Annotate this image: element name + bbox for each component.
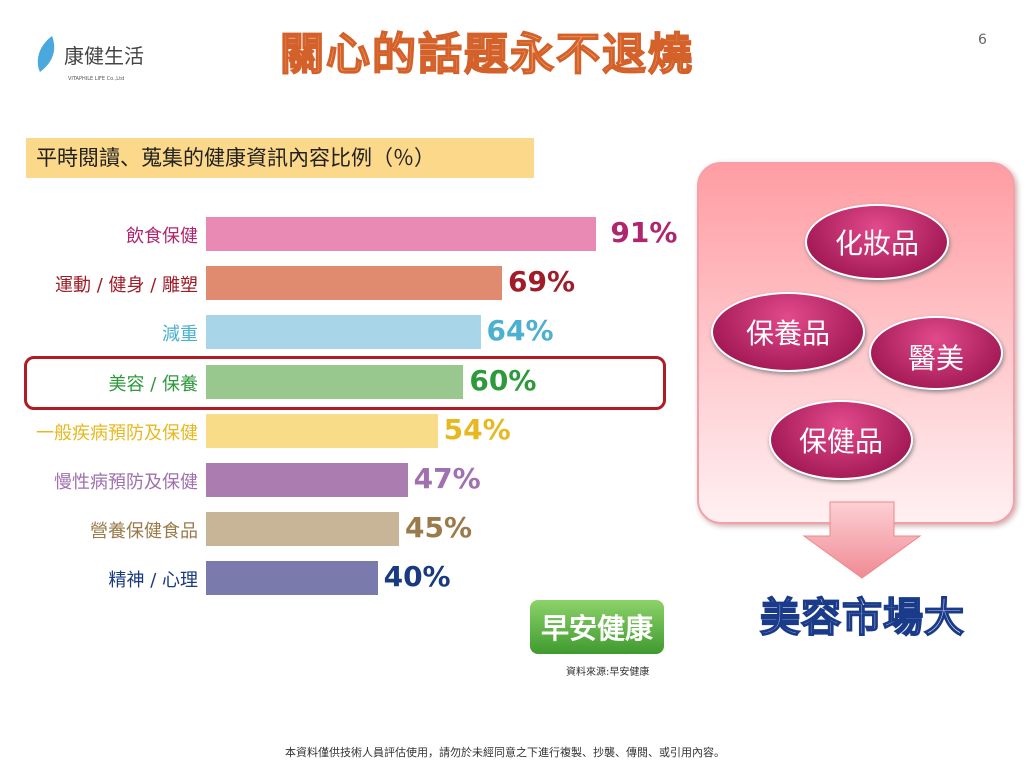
highlight-box [24, 356, 666, 410]
value-label: 47% [413, 462, 481, 495]
value-label: 69% [508, 265, 576, 299]
category-label: 精神 / 心理 [108, 570, 198, 592]
bar [206, 512, 400, 547]
leaf-icon [37, 36, 55, 72]
logo-name: 康健生活 [64, 43, 144, 68]
beauty-panel: 化妝品 保養品 醫美 保健品 [697, 162, 1015, 524]
bar [206, 463, 408, 497]
bar [206, 561, 378, 596]
bar [206, 266, 502, 301]
category-label: 營養保健食品 [90, 521, 198, 543]
brand-logo: 早安健康 [530, 600, 664, 654]
value-label: 54% [443, 412, 511, 446]
value-label: 64% [486, 314, 554, 348]
bubble-supplements: 保健品 [769, 400, 913, 480]
category-label: 美容 / 保養 [108, 373, 198, 395]
slide-title: 關心的話題永不退燒 [279, 28, 694, 81]
bar [206, 315, 481, 350]
bubble-cosmetics: 化妝品 [805, 204, 949, 280]
category-label: 運動 / 健身 / 雕塑 [54, 275, 198, 297]
down-arrow-icon [802, 501, 922, 579]
category-label: 減重 [162, 324, 198, 346]
bar [206, 217, 597, 251]
value-label: 60% [469, 363, 537, 397]
footer-disclaimer: 本資料僅供技術人員評估使用，請勿於未經同意之下進行複製、抄襲、傳閱、或引用內容。 [285, 746, 725, 759]
bar [206, 364, 464, 399]
category-label: 飲食保健 [126, 226, 198, 247]
category-label: 慢性病預防及保健 [54, 472, 198, 493]
chart-title: 平時閱讀、蒐集的健康資訊內容比例（％） [26, 138, 534, 178]
logo-subtitle: VITAPHILE LIFE Co.,Ltd [68, 76, 125, 82]
category-label: 一般疾病預防及保健 [36, 422, 198, 444]
value-label: 40% [383, 560, 451, 594]
page-number: 6 [978, 32, 987, 48]
value-label: 45% [405, 511, 473, 545]
conclusion-text: 美容市場大 [759, 594, 965, 642]
bar [206, 413, 438, 448]
bubble-aesthetic-medicine: 醫美 [869, 316, 1003, 390]
bubble-skincare: 保養品 [711, 292, 865, 372]
source-note: 資料來源:早安健康 [566, 667, 650, 678]
value-label: 91% [610, 216, 678, 249]
company-logo: 康健生活 VITAPHILE LIFE Co.,Ltd [34, 34, 144, 82]
